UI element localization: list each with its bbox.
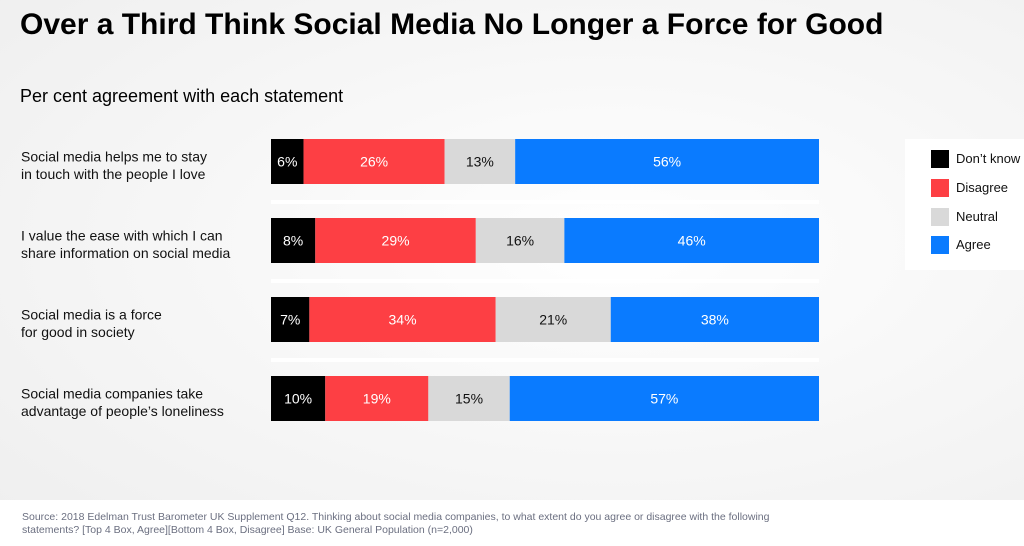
data-label-agree: 57%	[650, 391, 678, 407]
bar-segment-agree	[515, 139, 819, 184]
bar-segment-disagree	[315, 218, 476, 263]
bar-segment-disagree	[309, 297, 496, 342]
row-divider	[271, 358, 819, 362]
source-footer: Source: 2018 Edelman Trust Barometer UK …	[0, 500, 1024, 546]
data-label-disagree: 26%	[360, 154, 388, 170]
row-divider	[271, 200, 819, 204]
data-label-disagree: 29%	[382, 233, 410, 249]
category-label: I value the ease with which I can share i…	[21, 227, 231, 260]
bar-segment-don-t-know	[271, 376, 326, 421]
bar-segment-neutral	[444, 139, 516, 184]
chart-title: Over a Third Think Social Media No Longe…	[20, 8, 884, 41]
bar-segment-don-t-know	[271, 139, 304, 184]
data-label-don-t-know: 7%	[280, 312, 300, 328]
row-divider	[271, 279, 819, 283]
data-label-disagree: 19%	[363, 391, 391, 407]
legend-label-agree: Agree	[956, 237, 991, 252]
source-note: Source: 2018 Edelman Trust Barometer UK …	[22, 511, 770, 536]
bar-segment-disagree	[303, 139, 445, 184]
data-label-disagree: 34%	[389, 312, 417, 328]
category-label: Social media helps me to stay in touch wi…	[21, 148, 207, 182]
data-label-neutral: 15%	[455, 391, 483, 407]
legend-swatch-agree	[931, 236, 949, 254]
data-label-agree: 56%	[653, 154, 681, 170]
data-label-don-t-know: 8%	[283, 233, 303, 249]
data-label-agree: 38%	[701, 312, 729, 328]
legend-swatch-dont-know	[931, 150, 949, 168]
data-label-don-t-know: 10%	[284, 391, 312, 407]
data-label-don-t-know: 6%	[277, 154, 297, 170]
bar-segment-don-t-know	[271, 297, 310, 342]
chart-subtitle: Per cent agreement with each statement	[20, 86, 344, 106]
stacked-bar-chart: Social media helps me to stay in touch wi…	[21, 139, 819, 421]
bar-segment-neutral	[495, 297, 611, 342]
bar-segment-disagree	[325, 376, 429, 421]
data-label-neutral: 13%	[466, 154, 494, 170]
legend-label-dont-know: Don’t know	[956, 151, 1021, 166]
bar-segment-agree	[564, 218, 819, 263]
legend-label-disagree: Disagree	[956, 180, 1009, 195]
bar-segment-agree	[610, 297, 819, 342]
bar-segment-neutral	[475, 218, 565, 263]
data-label-neutral: 21%	[539, 312, 567, 328]
category-label: Social media is a force for good in socie…	[21, 306, 162, 340]
legend-label-neutral: Neutral	[956, 209, 998, 224]
legend-swatch-disagree	[931, 179, 949, 197]
bar-segment-neutral	[428, 376, 510, 421]
chart-legend: Don’t know Disagree Neutral Agree	[905, 139, 1024, 270]
legend-swatch-neutral	[931, 208, 949, 226]
data-label-agree: 46%	[678, 233, 706, 249]
bar-segment-don-t-know	[271, 218, 316, 263]
data-label-neutral: 16%	[506, 233, 534, 249]
bar-segment-agree	[509, 376, 819, 421]
category-label: Social media companies take advantage of …	[21, 385, 224, 419]
